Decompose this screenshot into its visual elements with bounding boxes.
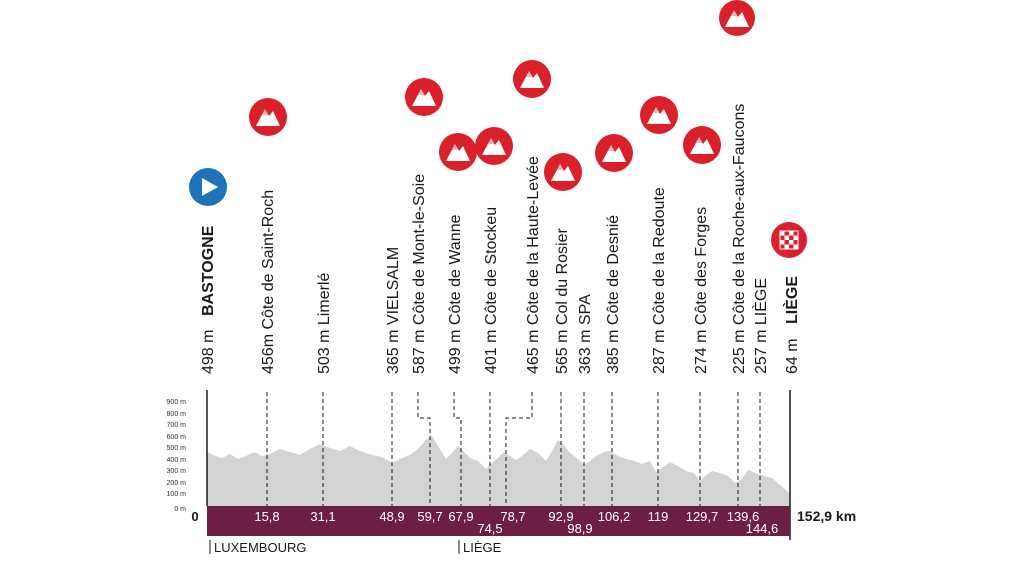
km-label: 144,6: [746, 521, 779, 536]
connector: [417, 392, 431, 506]
y-tick: 900 m: [167, 399, 187, 406]
km-label: 74,5: [477, 521, 502, 536]
point-label: 257 m LIÈGE: [751, 278, 770, 374]
km-label: 119: [648, 509, 669, 524]
point-label: 363 m SPA: [577, 294, 594, 374]
mountain-icon: [640, 96, 678, 134]
region-label: LUXEMBOURG: [214, 540, 306, 555]
y-tick: 0 m: [174, 506, 186, 513]
y-tick: 100 m: [167, 491, 187, 498]
y-tick: 600 m: [167, 434, 187, 441]
point-label: 456m Côte de Saint-Roch: [260, 190, 277, 374]
mountain-icon: [405, 78, 443, 116]
y-tick: 200 m: [167, 480, 187, 487]
y-axis: 900 m 800 m 700 m 600 m 500 m 400 m 300 …: [167, 399, 187, 513]
km-label: 78,7: [500, 509, 525, 524]
mountain-icon: [683, 126, 721, 164]
km-label: 98,9: [567, 521, 592, 536]
km-label: 139,6: [727, 509, 760, 524]
start-name: BASTOGNE: [200, 225, 217, 316]
point-label: 565 m Col du Rosier: [554, 227, 571, 374]
km-start: 0: [191, 509, 198, 524]
point-label: 499 m Côte de Wanne: [447, 214, 464, 374]
mountain-icon: [513, 60, 551, 98]
km-label: 15,8: [254, 509, 279, 524]
point-label: 274 m Côte des Forges: [693, 207, 710, 374]
point-label: 503 m Limerlé: [316, 273, 333, 374]
y-tick: 500 m: [167, 445, 187, 452]
km-label: 31,1: [310, 509, 335, 524]
start-play-icon: [189, 168, 227, 206]
km-label: 106,2: [598, 509, 631, 524]
km-label: 92,9: [548, 509, 573, 524]
connector: [505, 392, 533, 506]
point-labels: 498 m BASTOGNE 456m Côte de Saint-Roch 5…: [200, 104, 801, 374]
mountain-icon: [249, 98, 287, 136]
y-tick: 400 m: [167, 457, 187, 464]
mountain-icon: [439, 133, 477, 171]
point-label: 365 m VIELSALM: [385, 247, 402, 374]
connector: [453, 392, 462, 506]
point-label: 465 m Côte de la Haute-Levée: [525, 156, 542, 374]
mountain-icon: [595, 134, 633, 172]
point-connectors: [266, 392, 761, 506]
point-label: 401 m Côte de Stockeu: [483, 207, 500, 374]
km-label: 48,9: [379, 509, 404, 524]
climb-icons: [249, 0, 755, 191]
finish-altitude: 64 m: [784, 338, 801, 374]
finish-name: LIÈGE: [782, 276, 801, 324]
start-altitude: 498 m: [200, 330, 217, 374]
distance-band: [207, 506, 790, 536]
finish-flag-icon: [771, 222, 807, 258]
mountain-icon: [475, 127, 513, 165]
km-label: 59,7: [417, 509, 442, 524]
total-distance: 152,9 km: [797, 508, 856, 524]
point-label: 287 m Côte de la Redoute: [651, 187, 668, 374]
y-tick: 300 m: [167, 468, 187, 475]
point-label: 225 m Côte de la Roche-aux-Faucons: [731, 104, 748, 374]
mountain-icon: [719, 0, 755, 36]
elevation-profile: [207, 436, 790, 506]
point-label: 587 m Côte de Mont-le-Soie: [411, 174, 428, 374]
mountain-icon: [544, 153, 582, 191]
km-label: 129,7: [686, 509, 719, 524]
point-label: 385 m Côte de Desnié: [605, 215, 622, 374]
y-tick: 700 m: [167, 422, 187, 429]
region-label: LIÈGE: [463, 540, 502, 555]
km-label: 67,9: [448, 509, 473, 524]
y-tick: 800 m: [167, 411, 187, 418]
